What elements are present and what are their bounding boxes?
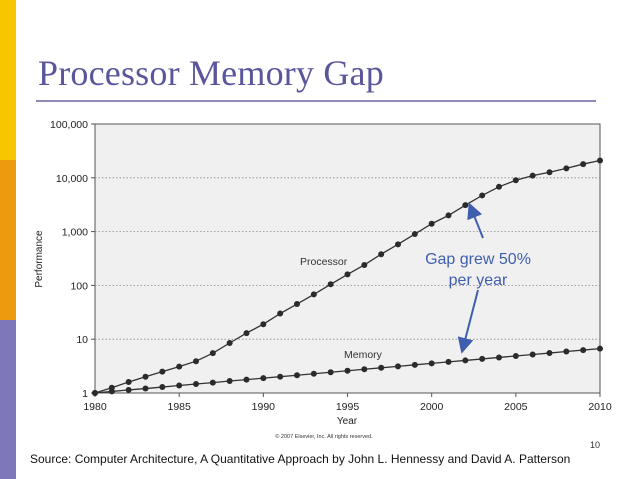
annotation-line-2: per year (449, 272, 508, 289)
data-point-processor (529, 172, 536, 179)
data-point-processor (243, 330, 250, 337)
data-point-memory (428, 360, 435, 367)
data-point-processor (209, 350, 216, 357)
y-tick-label: 100 (70, 280, 88, 292)
data-point-memory (563, 348, 570, 355)
data-point-memory (176, 382, 183, 389)
x-tick-label: 2000 (420, 401, 444, 413)
data-point-memory (597, 345, 603, 352)
title-underline (36, 100, 596, 102)
data-point-memory (142, 385, 149, 392)
x-axis: 1980 1985 1990 1995 2000 2005 2010 (83, 393, 612, 413)
data-point-processor (445, 212, 452, 219)
data-point-memory (108, 388, 115, 395)
data-point-memory (310, 370, 317, 377)
y-tick-label: 10 (76, 334, 88, 346)
data-point-processor (294, 301, 300, 308)
data-point-processor (260, 321, 267, 328)
decor-stripe-purple (0, 320, 16, 479)
data-point-memory (226, 378, 233, 385)
data-point-memory (580, 347, 587, 354)
data-point-processor (496, 183, 502, 190)
data-point-processor (344, 271, 351, 278)
data-point-memory (546, 350, 553, 357)
data-point-memory (361, 366, 368, 373)
series-memory (92, 345, 603, 396)
data-point-memory (512, 352, 519, 359)
x-tick-label: 2005 (504, 401, 528, 413)
slide-title: Processor Memory Gap (38, 53, 384, 93)
data-point-processor (159, 368, 166, 375)
annotation-line-1: Gap grew 50% (425, 251, 531, 268)
data-point-processor (193, 358, 199, 365)
y-tick-label: 100,000 (50, 119, 88, 131)
source-citation: Source: Computer Architecture, A Quantit… (30, 452, 571, 466)
annotation-arrow-memory (457, 289, 479, 354)
data-point-processor (176, 363, 183, 370)
data-point-memory (193, 380, 199, 387)
data-point-memory (395, 363, 401, 370)
data-point-processor (411, 231, 418, 238)
data-point-memory (92, 390, 98, 396)
decor-stripe-orange (0, 160, 16, 320)
data-point-processor (125, 379, 132, 386)
y-tick-label: 10,000 (56, 173, 88, 185)
data-point-processor (479, 192, 486, 199)
data-point-memory (294, 372, 300, 379)
decor-stripe-yellow (0, 0, 16, 160)
page-number: 10 (590, 440, 601, 450)
x-tick-label: 1995 (336, 401, 360, 413)
data-point-memory (479, 355, 486, 362)
series-processor (92, 157, 603, 396)
series-label-memory: Memory (344, 349, 383, 361)
y-tick-label: 1 (82, 388, 88, 400)
copyright-note: © 2007 Elsevier, Inc. All rights reserve… (275, 433, 373, 440)
annotation-arrow-processor (467, 202, 484, 239)
data-point-processor (546, 169, 553, 176)
data-point-processor (580, 161, 587, 168)
y-axis-label: Performance (34, 230, 45, 288)
data-point-memory (260, 375, 267, 382)
series-label-processor: Processor (300, 256, 348, 268)
y-tick-label: 1,000 (62, 227, 88, 239)
x-tick-label: 1990 (252, 401, 276, 413)
data-point-processor (428, 220, 435, 227)
data-point-processor (512, 177, 519, 184)
data-point-memory (125, 386, 132, 393)
data-point-memory (496, 354, 502, 361)
data-point-memory (277, 373, 284, 380)
data-point-processor (142, 373, 149, 380)
data-point-memory (327, 369, 334, 376)
data-point-memory (445, 358, 452, 365)
data-point-memory (529, 351, 536, 358)
x-tick-label: 2010 (588, 401, 612, 413)
data-point-memory (159, 384, 166, 391)
x-tick-label: 1980 (83, 401, 107, 413)
y-axis: 1 10 100 1,000 10,000 100,000 (50, 119, 95, 400)
data-point-processor (361, 261, 368, 268)
x-tick-label: 1985 (167, 401, 191, 413)
data-point-processor (327, 281, 334, 288)
data-point-processor (310, 291, 317, 298)
data-point-memory (243, 376, 250, 383)
data-point-memory (462, 357, 469, 364)
data-point-processor (378, 251, 385, 258)
data-point-memory (209, 379, 216, 386)
data-point-memory (378, 364, 385, 371)
data-point-processor (597, 157, 603, 164)
data-point-memory (344, 367, 351, 374)
data-point-processor (563, 165, 570, 172)
data-point-processor (395, 241, 401, 248)
data-point-processor (277, 310, 284, 317)
data-point-memory (411, 361, 418, 368)
data-point-processor (226, 339, 233, 346)
series-layer (92, 157, 603, 396)
data-point-processor (462, 202, 469, 209)
x-axis-label: Year (337, 416, 358, 427)
